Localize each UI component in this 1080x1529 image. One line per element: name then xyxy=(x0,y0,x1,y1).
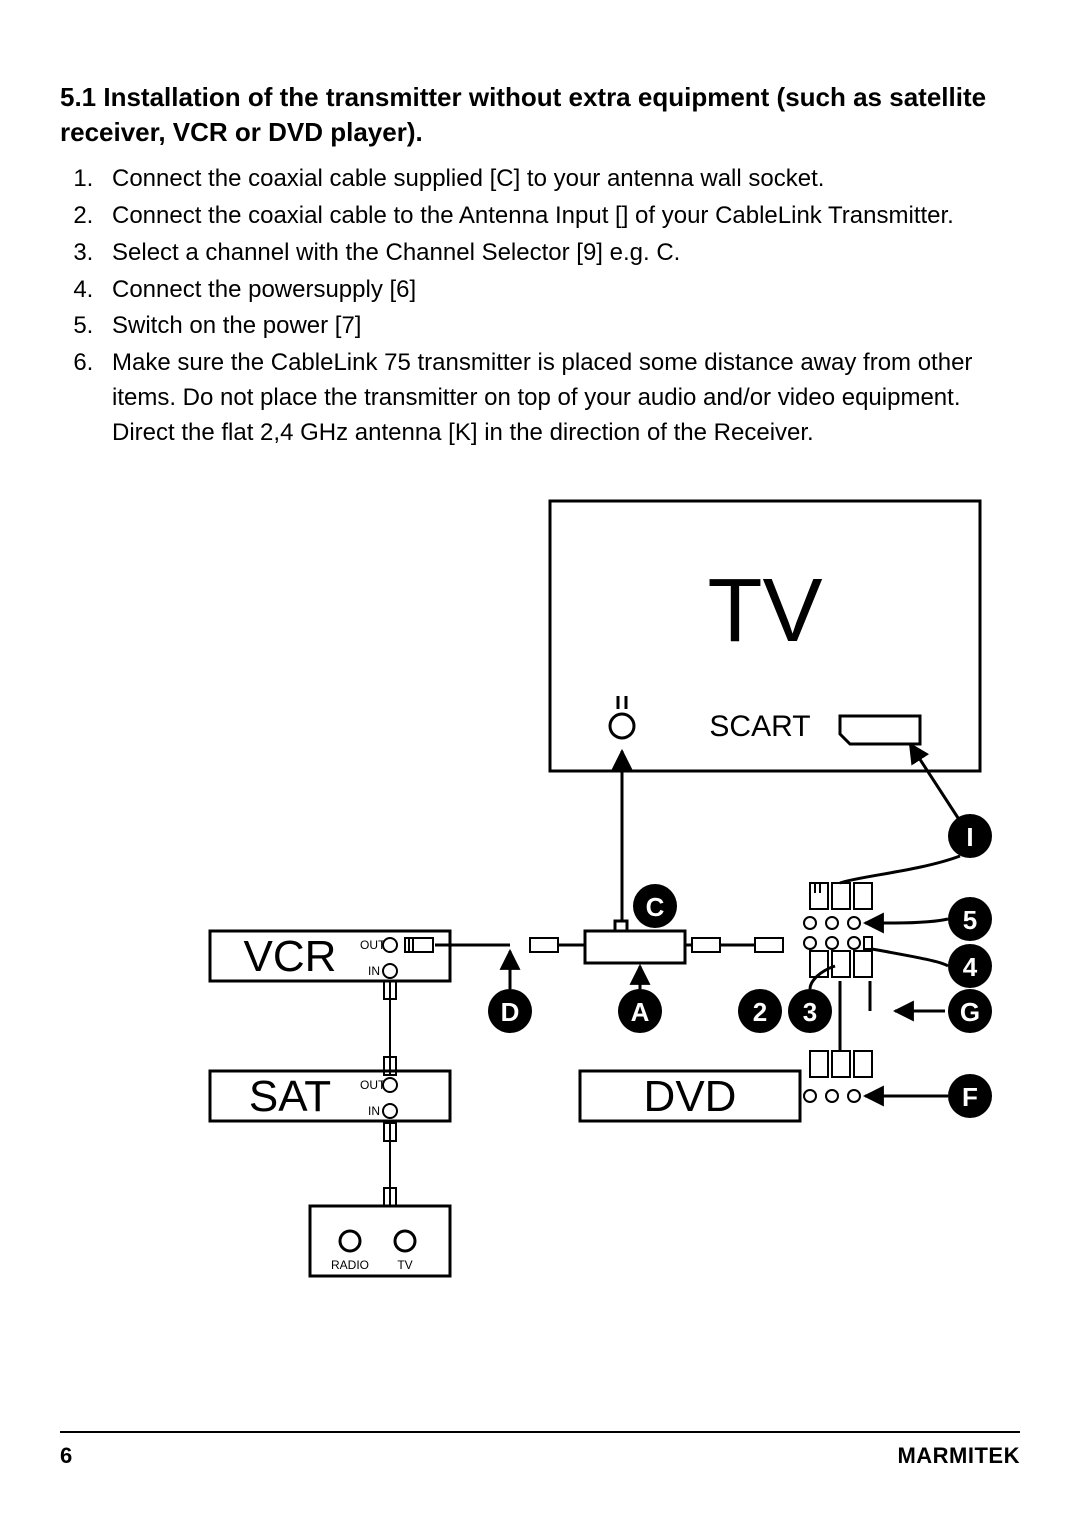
scart-label: SCART xyxy=(709,710,810,743)
callout-g: G xyxy=(948,989,992,1033)
callout-d: D xyxy=(488,989,532,1033)
brand-name: MARMITEK xyxy=(897,1443,1020,1469)
svg-text:C: C xyxy=(646,892,665,922)
sat-in-label: IN xyxy=(368,1104,380,1118)
scart-connector-icon xyxy=(840,716,920,744)
dvd-label: DVD xyxy=(644,1072,737,1121)
callout-i: I xyxy=(948,814,992,858)
sat-in-icon xyxy=(383,1104,397,1118)
step-3: Select a channel with the Channel Select… xyxy=(100,236,1020,271)
callout-c: C xyxy=(633,884,677,928)
sat-label: SAT xyxy=(249,1072,331,1121)
callout-3: 3 xyxy=(788,989,832,1033)
cable-rca-5 xyxy=(895,919,948,923)
cable-i-to-plug-top xyxy=(840,856,960,883)
svg-text:5: 5 xyxy=(963,905,977,935)
step-2: Connect the coaxial cable to the Antenna… xyxy=(100,199,1020,234)
vcr-in-label: IN xyxy=(368,964,380,978)
tv-label: TV xyxy=(707,561,822,661)
splitter-box xyxy=(585,921,685,963)
wiring-diagram: TV SCART I xyxy=(200,491,1020,1311)
splitter-left-conn xyxy=(530,938,558,952)
rca-row-bottom xyxy=(804,937,872,949)
scart-to-i-line xyxy=(910,744,960,821)
cable-rca-4 xyxy=(872,949,948,966)
splitter-right2-conn xyxy=(755,938,783,952)
coax-cable-2 xyxy=(384,1123,396,1206)
install-steps: Connect the coaxial cable supplied [C] t… xyxy=(60,162,1020,450)
dvd-scart-plugs xyxy=(810,1051,872,1077)
callout-f: F xyxy=(948,1074,992,1118)
callout-2: 2 xyxy=(738,989,782,1033)
callout-5: 5 xyxy=(948,897,992,941)
page-footer: 6 MARMITEK xyxy=(60,1431,1020,1469)
callout-a: A xyxy=(618,989,662,1033)
svg-text:A: A xyxy=(631,997,650,1027)
vcr-label: VCR xyxy=(244,932,337,981)
svg-text:D: D xyxy=(501,997,520,1027)
svg-text:2: 2 xyxy=(753,997,767,1027)
radio-label: RADIO xyxy=(331,1258,369,1272)
svg-text:G: G xyxy=(960,997,980,1027)
svg-text:4: 4 xyxy=(963,952,978,982)
step-4: Connect the powersupply [6] xyxy=(100,273,1020,308)
rca-row-top xyxy=(804,917,895,929)
svg-text:F: F xyxy=(962,1082,978,1112)
dvd-rca-row xyxy=(804,1090,895,1102)
scart-plug-top xyxy=(810,883,872,909)
splitter-right-conn xyxy=(692,938,720,952)
step-1: Connect the coaxial cable supplied [C] t… xyxy=(100,162,1020,197)
svg-text:I: I xyxy=(966,822,973,852)
section-heading: 5.1 Installation of the transmitter with… xyxy=(60,80,1020,150)
coax-cable-1 xyxy=(384,981,396,1076)
page-number: 6 xyxy=(60,1443,73,1469)
footer-rule xyxy=(60,1431,1020,1433)
svg-text:3: 3 xyxy=(803,997,817,1027)
step-5: Switch on the power [7] xyxy=(100,309,1020,344)
callout-4: 4 xyxy=(948,944,992,988)
vcr-in-icon xyxy=(383,964,397,978)
step-6: Make sure the CableLink 75 transmitter i… xyxy=(100,346,1020,450)
tv-small-label: TV xyxy=(397,1258,412,1272)
vcr-scart-icon xyxy=(405,938,433,952)
tv-coax-icon xyxy=(610,696,634,738)
